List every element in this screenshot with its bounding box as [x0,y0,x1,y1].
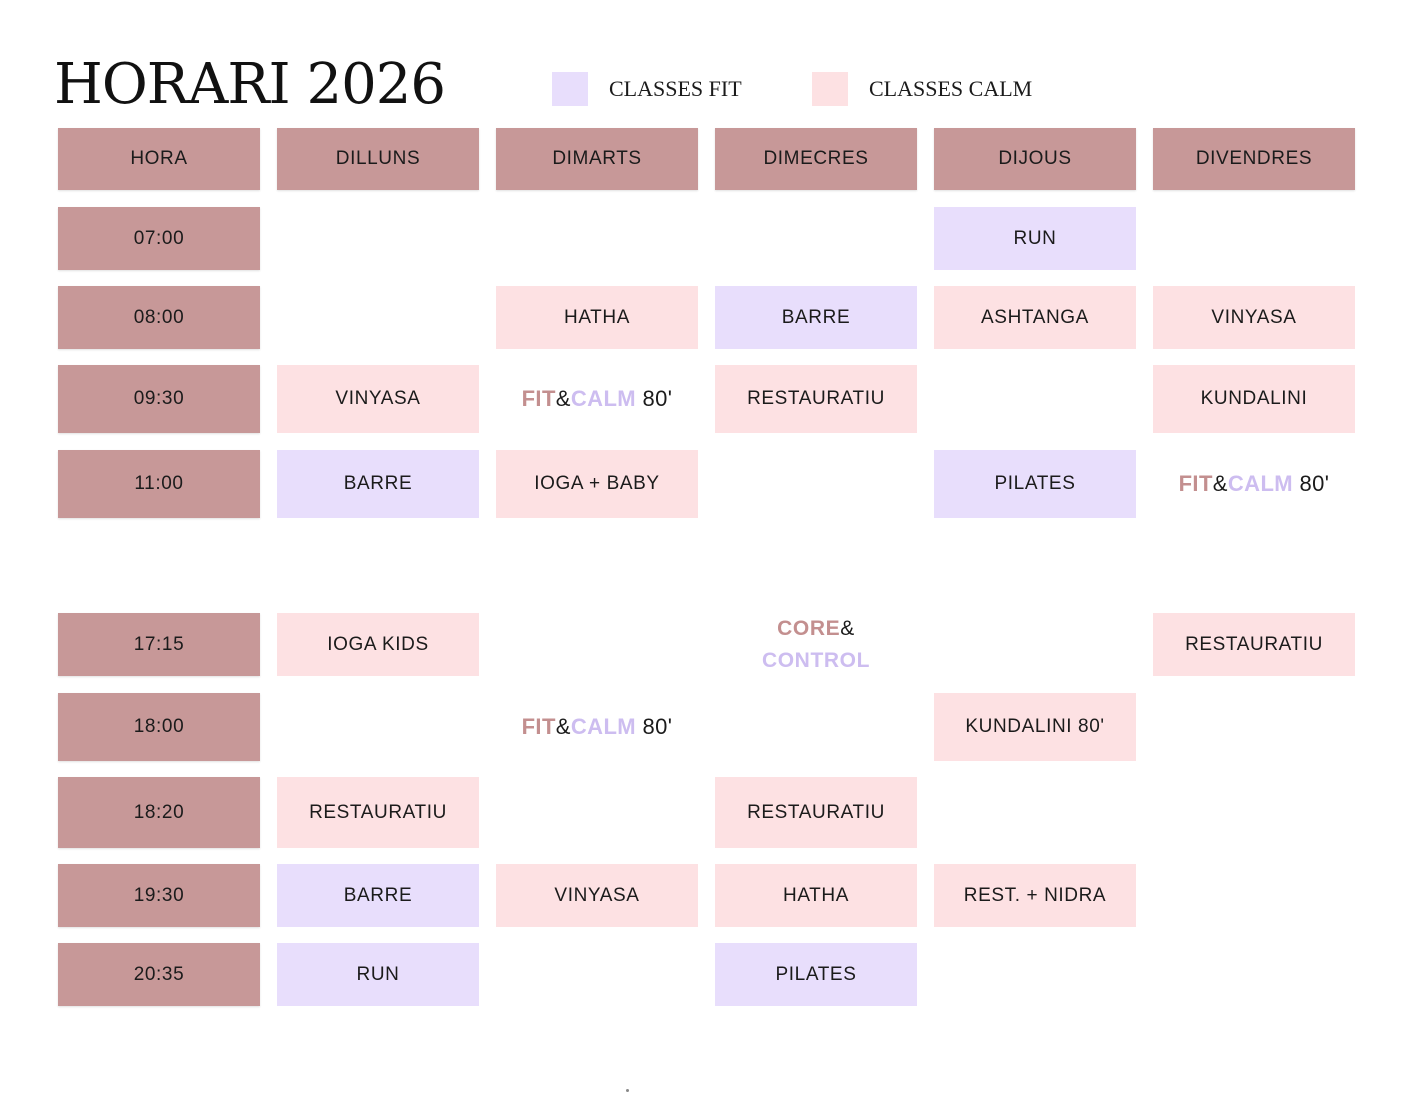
class-cell-calm[interactable]: RESTAURATIU [1153,613,1355,676]
control-line: CONTROL [762,645,870,677]
class-cell-calm[interactable]: IOGA + BABY [496,450,698,518]
ampersand: & [555,386,571,411]
hour-cell: 18:00 [58,693,260,761]
calm-word: CALM [570,714,637,739]
control-word: CONTROL [761,648,871,672]
hour-cell: 18:20 [58,777,260,848]
fit-word: FIT [521,714,556,739]
column-header-dimarts: DIMARTS [496,128,698,190]
column-header-dimecres: DIMECRES [715,128,917,190]
calm-word: CALM [570,386,637,411]
hour-cell: 11:00 [58,450,260,518]
class-cell-fit[interactable]: PILATES [715,943,917,1006]
duration: 80' [642,386,673,411]
class-cell-fit[interactable]: RUN [934,207,1136,270]
ampersand: & [840,616,855,640]
class-cell-fit[interactable]: BARRE [715,286,917,349]
class-cell-calm[interactable]: VINYASA [277,365,479,433]
fit-word: FIT [1178,471,1213,496]
class-cell-fit-calm[interactable]: FIT & CALM 80' [496,693,698,761]
core-word: CORE [777,616,841,640]
class-cell-fit[interactable]: BARRE [277,450,479,518]
ampersand: & [555,714,571,739]
class-cell-calm[interactable]: HATHA [496,286,698,349]
core-line: CORE& [777,613,855,645]
class-cell-calm[interactable]: VINYASA [1153,286,1355,349]
class-cell-calm[interactable]: REST. + NIDRA [934,864,1136,927]
calm-word: CALM [1227,471,1294,496]
class-cell-calm[interactable]: RESTAURATIU [715,365,917,433]
fit-word: FIT [521,386,556,411]
column-header-dilluns: DILLUNS [277,128,479,190]
class-cell-calm[interactable]: VINYASA [496,864,698,927]
class-cell-fit[interactable]: BARRE [277,864,479,927]
class-cell-calm[interactable]: HATHA [715,864,917,927]
class-cell-calm[interactable]: RESTAURATIU [277,777,479,848]
class-cell-calm[interactable]: KUNDALINI [1153,365,1355,433]
hour-cell: 08:00 [58,286,260,349]
page-title: HORARI 2026 [54,52,446,117]
page-mark [626,1089,629,1092]
legend-fit: CLASSES FIT [552,72,742,106]
hour-cell: 19:30 [58,864,260,927]
legend-fit-label: CLASSES FIT [609,76,742,101]
class-cell-fit[interactable]: PILATES [934,450,1136,518]
class-cell-fit-calm[interactable]: FIT & CALM 80' [1153,450,1355,518]
hour-cell: 07:00 [58,207,260,270]
duration: 80' [1299,471,1330,496]
column-header-hora: HORA [58,128,260,190]
class-cell-calm[interactable]: KUNDALINI 80' [934,693,1136,761]
class-cell-calm[interactable]: IOGA KIDS [277,613,479,676]
ampersand: & [1212,471,1228,496]
class-cell-fit[interactable]: RUN [277,943,479,1006]
legend-fit-swatch [552,72,588,106]
legend-calm-label: CLASSES CALM [869,76,1033,101]
column-header-dijous: DIJOUS [934,128,1136,190]
hour-cell: 17:15 [58,613,260,676]
class-cell-calm[interactable]: ASHTANGA [934,286,1136,349]
class-cell-calm[interactable]: RESTAURATIU [715,777,917,848]
class-cell-core-control[interactable]: CORE& CONTROL [715,613,917,676]
hour-cell: 20:35 [58,943,260,1006]
legend-calm-swatch [812,72,848,106]
class-cell-fit-calm[interactable]: FIT & CALM 80' [496,365,698,433]
hour-cell: 09:30 [58,365,260,433]
duration: 80' [642,714,673,739]
column-header-divendres: DIVENDRES [1153,128,1355,190]
legend-calm: CLASSES CALM [812,72,1032,106]
